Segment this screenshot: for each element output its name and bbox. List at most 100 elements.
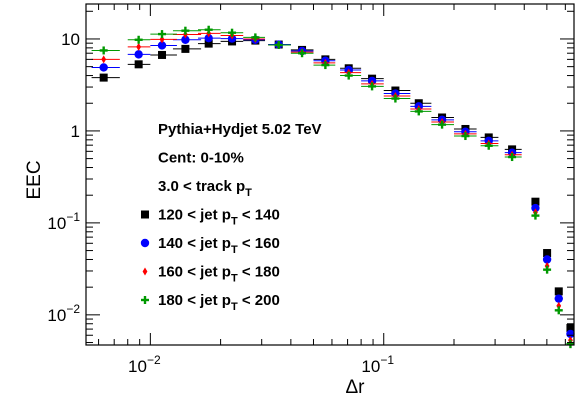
data-point bbox=[554, 306, 563, 315]
legend-label: 120 < jet pT < 140 bbox=[158, 207, 280, 228]
x-tick-label: 10−2 bbox=[128, 353, 161, 376]
tick-base: 10 bbox=[61, 30, 80, 49]
x-axis-label: Δr bbox=[345, 377, 365, 398]
data-point bbox=[566, 329, 575, 339]
tick-exponent: −2 bbox=[66, 302, 80, 316]
data-point bbox=[566, 340, 575, 349]
data-point bbox=[158, 30, 167, 39]
annotation-text: Cent: 0-10% bbox=[158, 150, 244, 167]
legend-label-after: < 140 bbox=[238, 207, 280, 224]
data-point bbox=[368, 82, 377, 91]
tick-base: 1 bbox=[71, 122, 80, 141]
data-point bbox=[157, 41, 167, 50]
data-point bbox=[543, 249, 552, 258]
data-point bbox=[274, 40, 283, 49]
data-point bbox=[484, 141, 493, 150]
annotation-main: Pythia+Hydjet 5.02 TeV bbox=[158, 121, 322, 138]
data-point bbox=[181, 35, 190, 44]
tick-base: 10 bbox=[361, 357, 380, 376]
legend-label-subscript: T bbox=[231, 216, 238, 228]
data-point bbox=[438, 120, 447, 129]
legend-label-after: < 160 bbox=[238, 235, 280, 252]
data-point bbox=[508, 153, 517, 162]
y-tick-label: 10−2 bbox=[47, 302, 80, 325]
data-point bbox=[391, 94, 400, 103]
data-point bbox=[134, 35, 143, 44]
legend-marker bbox=[141, 210, 149, 219]
legend-label-subscript: T bbox=[231, 301, 238, 313]
data-point bbox=[542, 255, 552, 264]
data-point bbox=[228, 28, 237, 37]
legend-label: 180 < jet pT < 200 bbox=[158, 292, 280, 313]
legend-label-main: 160 < jet p bbox=[158, 264, 231, 281]
x-tick-label: 10−1 bbox=[361, 353, 394, 376]
tick-base: 10 bbox=[47, 214, 66, 233]
annotation-text: 3.0 < track pT bbox=[158, 178, 252, 199]
legend-marker bbox=[141, 296, 149, 304]
legend-label-main: 120 < jet p bbox=[158, 207, 231, 224]
data-point bbox=[566, 323, 575, 332]
data-point bbox=[136, 42, 142, 51]
data-point bbox=[134, 60, 143, 69]
data-point bbox=[344, 71, 353, 80]
annotation-main: 3.0 < track p bbox=[158, 178, 245, 195]
data-point bbox=[99, 63, 108, 72]
annotation-main: Cent: 0-10% bbox=[158, 150, 244, 167]
data-point bbox=[414, 107, 423, 116]
data-point bbox=[531, 211, 540, 220]
data-point bbox=[531, 203, 540, 213]
legend-marker bbox=[142, 267, 148, 276]
legend-entry: 180 < jet pT < 200 bbox=[141, 292, 280, 313]
data-point bbox=[101, 55, 107, 64]
data-point bbox=[554, 294, 563, 303]
legend-label: 140 < jet pT < 160 bbox=[158, 235, 280, 256]
legend: Pythia+Hydjet 5.02 TeV Cent: 0-10% 3.0 < t… bbox=[140, 121, 322, 313]
data-point bbox=[204, 33, 213, 43]
data-point bbox=[99, 46, 108, 55]
y-axis-label: EEC bbox=[24, 160, 45, 199]
y-tick-label: 10 bbox=[61, 30, 80, 49]
data-point bbox=[181, 44, 190, 53]
legend-label-subscript: T bbox=[231, 273, 238, 285]
legend-marker bbox=[140, 238, 150, 248]
data-point bbox=[181, 26, 190, 35]
annotation-subscript: T bbox=[245, 187, 252, 199]
legend-label-main: 180 < jet p bbox=[158, 292, 231, 309]
y-tick-label: 10−1 bbox=[47, 210, 80, 233]
legend-label-main: 140 < jet p bbox=[158, 235, 231, 252]
data-point bbox=[204, 39, 213, 48]
data-point bbox=[531, 197, 540, 206]
annotation-text: Pythia+Hydjet 5.02 TeV bbox=[158, 121, 322, 138]
data-point bbox=[543, 265, 552, 274]
legend-entry: 140 < jet pT < 160 bbox=[140, 235, 280, 256]
y-axis-ticks bbox=[86, 10, 574, 344]
tick-exponent: −1 bbox=[380, 353, 394, 367]
x-axis-tick-labels: 10−2 10−1 bbox=[128, 353, 394, 376]
data-point bbox=[99, 73, 108, 82]
tick-exponent: −1 bbox=[66, 210, 80, 224]
legend-entry: 160 < jet pT < 180 bbox=[142, 264, 280, 285]
data-point bbox=[461, 132, 470, 141]
tick-base: 10 bbox=[47, 306, 66, 325]
legend-label-after: < 180 bbox=[238, 264, 280, 281]
data-marks bbox=[91, 25, 575, 349]
data-point bbox=[134, 50, 143, 59]
y-tick-label: 1 bbox=[71, 122, 80, 141]
x-axis-ticks bbox=[98, 4, 566, 345]
tick-base: 10 bbox=[128, 357, 147, 376]
data-point bbox=[204, 25, 213, 34]
data-point bbox=[251, 33, 260, 42]
legend-label-subscript: T bbox=[231, 244, 238, 256]
data-point bbox=[321, 61, 330, 70]
legend-label-after: < 200 bbox=[238, 292, 280, 309]
data-point bbox=[158, 50, 167, 59]
tick-exponent: −2 bbox=[147, 353, 161, 367]
data-point bbox=[554, 287, 563, 296]
plot-frame bbox=[85, 3, 575, 346]
legend-entry: 120 < jet pT < 140 bbox=[141, 207, 280, 228]
series-4 bbox=[91, 25, 575, 349]
legend-label: 160 < jet pT < 180 bbox=[158, 264, 280, 285]
data-point bbox=[298, 49, 307, 58]
